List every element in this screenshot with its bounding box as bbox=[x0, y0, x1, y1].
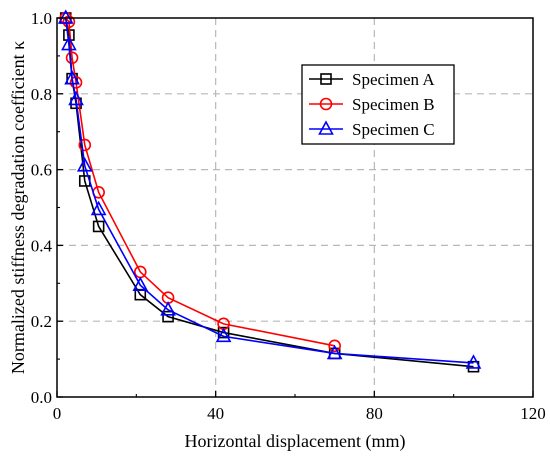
data-point-triangle bbox=[465, 354, 482, 369]
x-axis-title: Horizontal displacement (mm) bbox=[185, 431, 406, 452]
legend-item: Specimen B bbox=[309, 95, 435, 114]
data-point-square bbox=[162, 310, 174, 323]
legend-label: Specimen B bbox=[352, 95, 435, 114]
legend-label: Specimen A bbox=[352, 70, 435, 89]
grid-lines bbox=[57, 18, 533, 397]
series-specimen-c bbox=[57, 9, 482, 369]
data-point-circle bbox=[65, 51, 79, 65]
x-tick-label: 0 bbox=[53, 404, 62, 423]
legend-label: Specimen C bbox=[352, 120, 435, 139]
x-tick-label: 120 bbox=[520, 404, 546, 423]
y-tick-label: 0.0 bbox=[31, 388, 52, 407]
legend-marker-triangle bbox=[318, 120, 334, 135]
legend-marker-circle bbox=[319, 97, 333, 111]
series-specimen-b bbox=[59, 11, 341, 353]
data-point-triangle bbox=[76, 157, 93, 172]
series-line bbox=[65, 17, 335, 347]
y-tick-label: 0.4 bbox=[31, 236, 53, 255]
y-axis-title: Normalized stiffness degradation coeffic… bbox=[8, 41, 28, 374]
data-point-triangle bbox=[132, 276, 149, 291]
data-point-triangle bbox=[68, 90, 84, 106]
data-point-square bbox=[217, 326, 230, 339]
data-point-triangle bbox=[90, 200, 107, 216]
data-point-square bbox=[92, 220, 105, 233]
series-layer bbox=[57, 9, 482, 373]
plot-frame bbox=[56, 17, 534, 398]
data-point-triangle bbox=[326, 344, 343, 360]
legend-item: Specimen C bbox=[309, 120, 435, 139]
x-tick-label: 80 bbox=[366, 404, 383, 423]
data-point-triangle bbox=[215, 327, 232, 343]
axis-ticks: 0 40 80 120 0.0 0.2 0.4 0.6 0.8 1.0 bbox=[31, 9, 546, 423]
data-point-circle bbox=[69, 76, 83, 89]
y-tick-label: 0.8 bbox=[31, 85, 52, 104]
data-point-triangle bbox=[160, 301, 176, 316]
x-tick-label: 40 bbox=[207, 404, 224, 423]
legend-item: Specimen A bbox=[309, 70, 435, 89]
series-line bbox=[64, 17, 474, 364]
data-point-circle bbox=[328, 339, 341, 353]
y-tick-label: 0.2 bbox=[31, 312, 52, 331]
data-point-triangle bbox=[61, 35, 77, 51]
data-point-circle bbox=[78, 138, 92, 152]
data-point-triangle bbox=[64, 69, 80, 85]
data-point-triangle bbox=[57, 9, 74, 24]
legend: Specimen A Specimen B Specimen C bbox=[301, 64, 455, 145]
legend-marker-square bbox=[320, 73, 332, 85]
y-tick-label: 0.6 bbox=[31, 161, 52, 180]
y-tick-label: 1.0 bbox=[31, 9, 52, 28]
